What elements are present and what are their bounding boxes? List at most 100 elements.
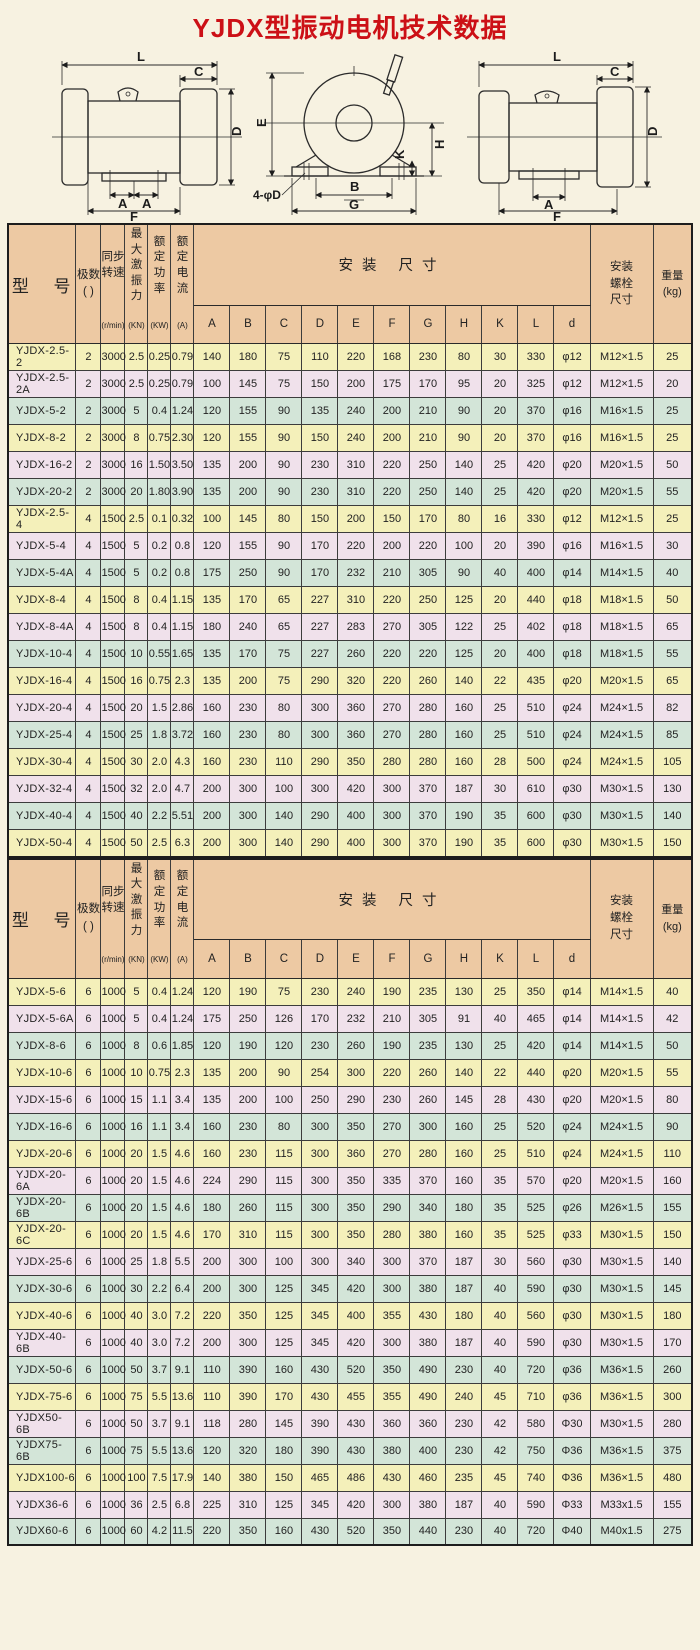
value-cell: 360 [373, 1409, 411, 1438]
value-cell: 6 [75, 1166, 102, 1195]
value-cell: 2 [75, 424, 102, 452]
table-row: YJDX-15-6 6 1000 15 1.1 3.4 135 200 100 250 290 230… [7, 1085, 693, 1114]
cable-gland [382, 54, 404, 96]
value-cell: 360 [337, 1139, 375, 1168]
value-cell: 300 [337, 1058, 375, 1087]
value-cell: 200 [337, 370, 375, 398]
value-cell: 6 [75, 1247, 102, 1276]
value-cell: 400 [517, 640, 555, 668]
value-cell: φ24 [553, 1139, 591, 1168]
value-cell: 300 [301, 721, 339, 749]
col-header-G: G [409, 939, 447, 979]
value-cell: 170 [265, 1382, 303, 1411]
value-cell: 260 [229, 1193, 267, 1222]
value-cell: 1.65 [170, 640, 195, 668]
value-cell: 100 [193, 370, 231, 398]
value-cell: 1000 [100, 1382, 126, 1411]
value-cell: 45 [481, 1382, 519, 1411]
value-cell: 180 [193, 1193, 231, 1222]
value-cell: M14×1.5 [589, 559, 654, 587]
value-cell: 270 [373, 1139, 411, 1168]
value-cell: 5.5 [147, 1382, 172, 1411]
value-cell: 280 [373, 1220, 411, 1249]
model-cell: YJDX-10-6 [7, 1058, 77, 1087]
value-cell: 300 [373, 802, 411, 830]
value-cell: 400 [337, 829, 375, 857]
value-cell: 0.25 [147, 343, 172, 371]
current-label: 额定 电流 [176, 235, 189, 295]
col-header-current: 额定 电流 (A) [170, 858, 195, 979]
value-cell: 5 [124, 977, 149, 1006]
value-cell: 4.6 [170, 1220, 195, 1249]
value-cell: 4.6 [170, 1193, 195, 1222]
value-cell: 150 [265, 1463, 303, 1492]
value-cell: 80 [445, 343, 483, 371]
value-cell: 200 [229, 667, 267, 695]
value-cell: 435 [517, 667, 555, 695]
value-cell: 125 [265, 1301, 303, 1330]
value-cell: 170 [652, 1328, 693, 1357]
value-cell: 35 [481, 1193, 519, 1222]
value-cell: 75 [265, 370, 303, 398]
table-row: YJDX-25-4 4 1500 25 1.8 3.72 160 230 80 300 360 270… [7, 721, 693, 749]
model-cell: YJDX-16-6 [7, 1112, 77, 1141]
table-row: YJDX50-6B 6 1000 50 3.7 9.1 118 280 145 390 430 360… [7, 1409, 693, 1438]
value-cell: 13.6 [170, 1382, 195, 1411]
value-cell: 270 [373, 1112, 411, 1141]
value-cell: 360 [337, 694, 375, 722]
value-cell: 170 [409, 505, 447, 533]
value-cell: 6 [75, 1409, 102, 1438]
value-cell: 230 [301, 977, 339, 1006]
value-cell: 140 [193, 1463, 231, 1492]
value-cell: 4 [75, 748, 102, 776]
value-cell: 270 [373, 613, 411, 641]
col-header-force: 最大 激振 力 (KN) [124, 858, 149, 979]
value-cell: φ24 [553, 721, 591, 749]
value-cell: 25 [481, 1031, 519, 1060]
value-cell: 720 [517, 1355, 555, 1384]
value-cell: 40 [481, 1004, 519, 1033]
value-cell: 375 [652, 1436, 693, 1465]
value-cell: 130 [445, 1031, 483, 1060]
table-row: YJDX-30-6 6 1000 30 2.2 6.4 200 300 125 345 420 300… [7, 1274, 693, 1303]
value-cell: 25 [652, 343, 693, 371]
value-cell: 0.75 [147, 1058, 172, 1087]
col-header-speed: 同步 转速 (r/min) [100, 223, 126, 344]
value-cell: 180 [652, 1301, 693, 1330]
value-cell: 55 [652, 478, 693, 506]
model-cell: YJDX36-6 [7, 1490, 77, 1519]
value-cell: M14×1.5 [589, 977, 654, 1006]
value-cell: 32 [124, 775, 149, 803]
value-cell: M16×1.5 [589, 397, 654, 425]
table-row: YJDX-5-2 2 3000 5 0.4 1.24 120 155 90 135 240 200 21… [7, 397, 693, 425]
value-cell: 100 [265, 1247, 303, 1276]
value-cell: M20×1.5 [589, 1166, 654, 1195]
value-cell: 1000 [100, 1193, 126, 1222]
table-row: YJDX-40-6B 6 1000 40 3.0 7.2 200 300 125 345 420 30… [7, 1328, 693, 1357]
value-cell: 370 [517, 424, 555, 452]
value-cell: 25 [481, 613, 519, 641]
value-cell: 7.5 [147, 1463, 172, 1492]
value-cell: 135 [193, 667, 231, 695]
value-cell: 6 [75, 1085, 102, 1114]
value-cell: 160 [652, 1166, 693, 1195]
value-cell: M36×1.5 [589, 1355, 654, 1384]
model-cell: YJDX-8-4 [7, 586, 77, 614]
value-cell: 350 [373, 1355, 411, 1384]
value-cell: 6 [75, 1004, 102, 1033]
col-header-C: C [265, 939, 303, 979]
value-cell: 25 [652, 505, 693, 533]
value-cell: 80 [652, 1085, 693, 1114]
table-row: YJDX-8-2 2 3000 8 0.75 2.30 120 155 90 150 240 200 2… [7, 424, 693, 452]
value-cell: 80 [265, 505, 303, 533]
value-cell: 40 [652, 559, 693, 587]
value-cell: 1000 [100, 1112, 126, 1141]
value-cell: 250 [301, 1085, 339, 1114]
table-row: YJDX-30-4 4 1500 30 2.0 4.3 160 230 110 290 350 280… [7, 748, 693, 776]
value-cell: 3.0 [147, 1328, 172, 1357]
value-cell: 3000 [100, 451, 126, 479]
value-cell: 260 [409, 1085, 447, 1114]
bolt-hole-note: 4-φD [253, 188, 281, 202]
value-cell: 0.55 [147, 640, 172, 668]
model-cell: YJDX-20-6A [7, 1166, 77, 1195]
